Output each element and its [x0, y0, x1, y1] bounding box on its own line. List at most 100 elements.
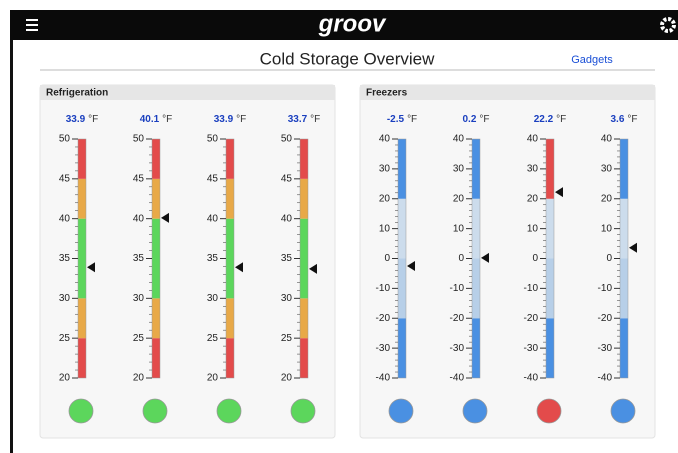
- tick-label: 0: [532, 253, 538, 264]
- tick-label: 50: [281, 134, 293, 145]
- pointer: [161, 212, 169, 223]
- gauge-band: [300, 218, 308, 299]
- status-light: [610, 398, 636, 424]
- tick-label: 50: [133, 134, 145, 145]
- value: 0.2: [462, 114, 476, 125]
- logo: groov: [318, 10, 387, 37]
- value-readout: 33.9 °F: [66, 114, 99, 125]
- gauge-band: [472, 139, 480, 199]
- tick-label: -40: [450, 373, 465, 384]
- gauge-band: [300, 298, 308, 339]
- value-readout: 3.6 °F: [610, 114, 637, 125]
- gauge-band: [472, 198, 480, 259]
- tick-label: 10: [453, 223, 465, 234]
- gauge-band: [398, 258, 406, 319]
- gauge-band: [152, 139, 160, 179]
- pointer: [87, 262, 95, 273]
- gauge-band: [152, 338, 160, 378]
- gauge-band: [152, 178, 160, 219]
- pointer: [555, 187, 563, 198]
- status-light: [216, 398, 242, 424]
- gauge-band: [620, 198, 628, 259]
- tick-label: 40: [601, 134, 613, 145]
- tick-label: -10: [376, 283, 391, 294]
- tick-label: 0: [458, 253, 464, 264]
- settings-icon[interactable]: [660, 17, 676, 33]
- gadgets-link[interactable]: Gadgets: [571, 54, 613, 66]
- value-readout: 22.2 °F: [534, 114, 567, 125]
- gauge-band: [78, 178, 86, 219]
- unit: °F: [479, 114, 489, 125]
- page-title: Cold Storage Overview: [260, 49, 436, 68]
- gauge-band: [78, 338, 86, 378]
- gauge-band: [152, 218, 160, 299]
- tick-label: 25: [59, 333, 71, 344]
- panel-title: Freezers: [366, 88, 408, 99]
- gauge-band: [620, 318, 628, 378]
- value: 40.1: [140, 114, 160, 125]
- tick-label: 45: [207, 173, 219, 184]
- panel-header: [40, 85, 335, 100]
- tick-label: -10: [598, 283, 613, 294]
- tick-label: 25: [133, 333, 145, 344]
- tick-label: 35: [207, 253, 219, 264]
- tick-label: -30: [524, 343, 539, 354]
- menu-line: [26, 29, 38, 31]
- menu-line: [26, 19, 38, 21]
- menu-icon[interactable]: [26, 19, 38, 31]
- pointer: [235, 262, 243, 273]
- tick-label: 0: [606, 253, 612, 264]
- unit: °F: [236, 114, 246, 125]
- gauge-band: [546, 318, 554, 378]
- tick-label: 0: [384, 253, 390, 264]
- gauge-band: [546, 198, 554, 259]
- tick-label: 25: [281, 333, 293, 344]
- top-bar: [10, 10, 678, 40]
- gauge-band: [226, 178, 234, 219]
- gear-hole: [666, 23, 670, 27]
- tick-label: 40: [281, 213, 293, 224]
- gauge-band: [226, 139, 234, 179]
- pointer: [481, 252, 489, 263]
- gauge-band: [398, 198, 406, 259]
- tick-label: -20: [376, 313, 391, 324]
- tick-label: 35: [133, 253, 145, 264]
- tick-label: 35: [281, 253, 293, 264]
- tick-label: 30: [601, 164, 613, 175]
- tick-label: 40: [59, 213, 71, 224]
- tick-label: -10: [524, 283, 539, 294]
- status-light: [536, 398, 562, 424]
- unit: °F: [162, 114, 172, 125]
- tick-label: 50: [207, 134, 219, 145]
- tick-label: 40: [133, 213, 145, 224]
- gauge-band: [152, 298, 160, 339]
- unit: °F: [407, 114, 417, 125]
- gauge-band: [78, 298, 86, 339]
- pointer: [309, 263, 317, 274]
- pointer: [629, 242, 637, 253]
- tick-label: 30: [133, 293, 145, 304]
- gear: [660, 17, 676, 33]
- tick-label: -30: [450, 343, 465, 354]
- gauge-band: [546, 139, 554, 199]
- gauge-band: [472, 318, 480, 378]
- gauge-band: [78, 218, 86, 299]
- tick-label: 40: [379, 134, 391, 145]
- tick-label: -40: [376, 373, 391, 384]
- value: 3.6: [610, 114, 624, 125]
- tick-label: 20: [59, 373, 71, 384]
- gauge-band: [472, 258, 480, 319]
- status-light: [462, 398, 488, 424]
- tick-label: 40: [527, 134, 539, 145]
- tick-label: 20: [281, 373, 293, 384]
- unit: °F: [88, 114, 98, 125]
- unit: °F: [556, 114, 566, 125]
- tick-label: 10: [601, 223, 613, 234]
- value: 33.9: [66, 114, 86, 125]
- value-readout: 33.9 °F: [214, 114, 247, 125]
- tick-label: 30: [379, 164, 391, 175]
- status-light: [142, 398, 168, 424]
- tick-label: -20: [598, 313, 613, 324]
- tick-label: -40: [524, 373, 539, 384]
